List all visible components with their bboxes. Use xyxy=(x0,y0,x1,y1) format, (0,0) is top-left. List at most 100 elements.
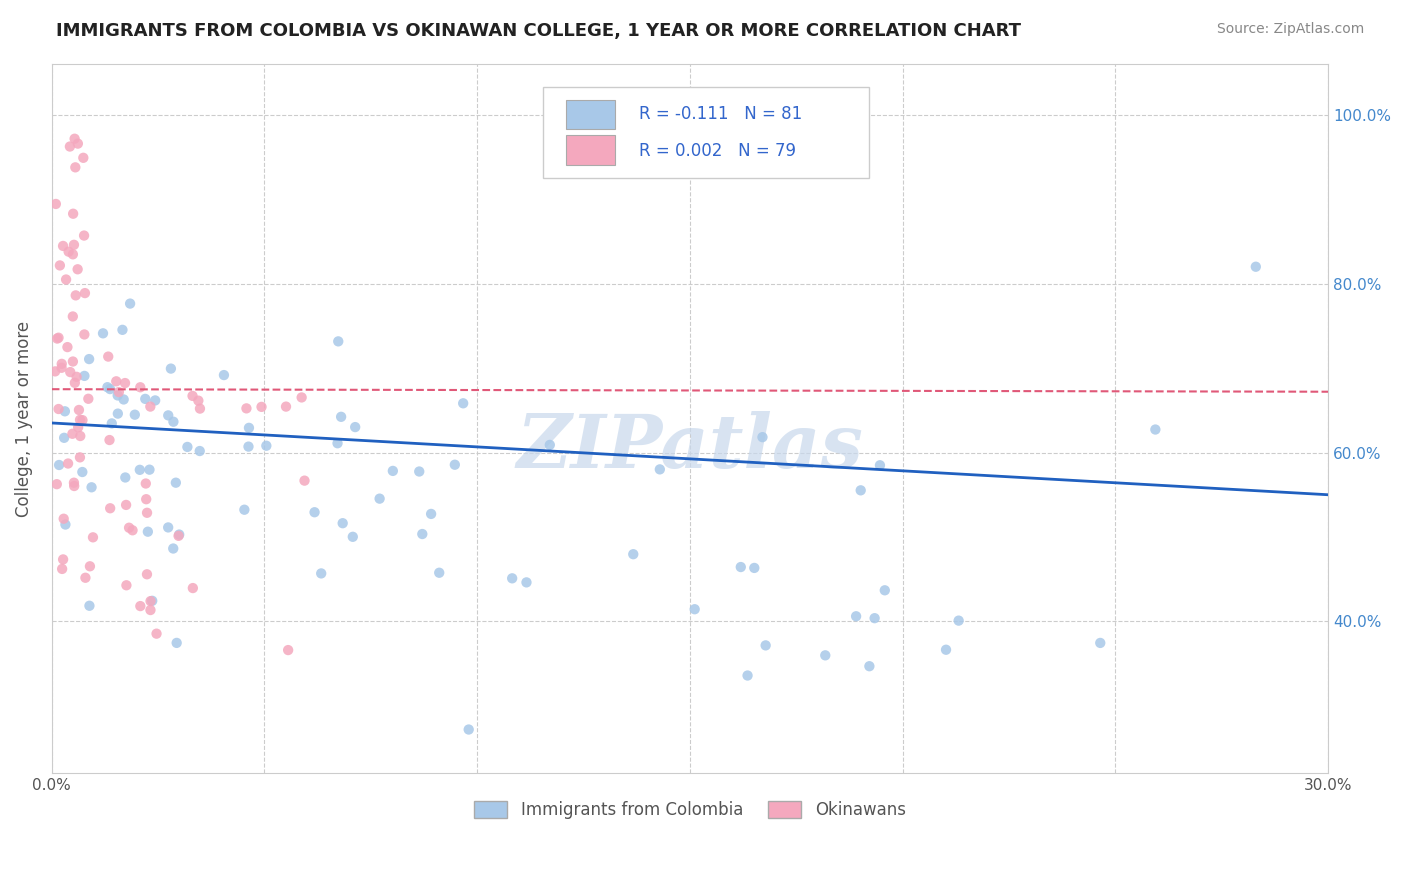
FancyBboxPatch shape xyxy=(567,135,614,165)
Point xyxy=(443,458,465,472)
Point xyxy=(72,151,94,165)
Point xyxy=(55,517,77,532)
Point xyxy=(53,404,76,418)
Point xyxy=(188,444,211,458)
Point xyxy=(135,476,157,491)
Point xyxy=(277,643,299,657)
Point xyxy=(935,642,957,657)
Point xyxy=(326,436,349,450)
Point xyxy=(381,464,404,478)
Point xyxy=(112,392,135,407)
Point xyxy=(67,403,90,417)
Point xyxy=(91,326,114,341)
Point xyxy=(294,474,316,488)
Point xyxy=(69,429,91,443)
Text: ZIPatlas: ZIPatlas xyxy=(516,411,863,483)
Point xyxy=(48,458,70,472)
Point xyxy=(65,369,87,384)
Point xyxy=(330,409,353,424)
Point xyxy=(143,393,166,408)
Point xyxy=(73,286,96,301)
Point xyxy=(136,524,159,539)
Point xyxy=(129,380,152,394)
Point xyxy=(621,547,644,561)
Point xyxy=(849,483,872,498)
Point xyxy=(49,259,72,273)
Point xyxy=(98,501,121,516)
Point xyxy=(238,421,260,435)
Point xyxy=(167,529,190,543)
Point xyxy=(457,723,479,737)
Point xyxy=(59,139,82,153)
Point xyxy=(63,475,86,490)
Point xyxy=(66,262,89,277)
Point xyxy=(62,354,84,368)
Point xyxy=(683,602,706,616)
Point xyxy=(62,247,84,261)
Point xyxy=(411,527,433,541)
Point xyxy=(1090,636,1112,650)
Point xyxy=(139,603,162,617)
Point xyxy=(814,648,837,663)
Point xyxy=(730,560,752,574)
Point xyxy=(858,659,880,673)
Point xyxy=(73,368,96,383)
Point xyxy=(309,566,332,581)
Point xyxy=(73,228,96,243)
Point xyxy=(176,440,198,454)
Point xyxy=(63,479,86,493)
Point xyxy=(45,477,67,491)
Point xyxy=(1144,423,1167,437)
Point xyxy=(427,566,450,580)
Point xyxy=(124,408,146,422)
Point xyxy=(107,388,129,402)
Point xyxy=(408,465,430,479)
Point xyxy=(121,523,143,537)
Text: R = 0.002   N = 79: R = 0.002 N = 79 xyxy=(638,142,796,160)
Point xyxy=(755,639,778,653)
Point xyxy=(845,609,868,624)
Point xyxy=(62,310,84,324)
Point xyxy=(254,439,277,453)
Point xyxy=(166,636,188,650)
Point xyxy=(136,506,159,520)
Point xyxy=(118,521,141,535)
Point xyxy=(250,400,273,414)
Point xyxy=(55,272,77,286)
Point xyxy=(165,475,187,490)
Point xyxy=(69,450,91,465)
Point xyxy=(59,365,82,379)
Point xyxy=(342,530,364,544)
Point xyxy=(105,374,128,388)
Point xyxy=(58,244,80,259)
Point xyxy=(420,507,443,521)
Point xyxy=(304,505,326,519)
Point xyxy=(344,420,367,434)
Point xyxy=(181,581,204,595)
Point xyxy=(162,415,184,429)
Point xyxy=(160,361,183,376)
Point xyxy=(52,552,75,566)
Point xyxy=(77,392,100,406)
Point xyxy=(80,480,103,494)
Point xyxy=(51,357,73,371)
Point xyxy=(45,197,67,211)
FancyBboxPatch shape xyxy=(567,100,614,129)
Point xyxy=(157,409,180,423)
Point xyxy=(73,327,96,342)
Point xyxy=(737,668,759,682)
Point xyxy=(77,352,100,367)
Y-axis label: College, 1 year or more: College, 1 year or more xyxy=(15,321,32,516)
Point xyxy=(52,512,75,526)
Point xyxy=(48,331,70,345)
Point xyxy=(98,382,121,396)
Point xyxy=(67,420,90,434)
Point xyxy=(115,578,138,592)
Point xyxy=(515,575,537,590)
Point xyxy=(114,376,136,390)
Point xyxy=(742,561,765,575)
Point xyxy=(69,413,91,427)
Point xyxy=(79,599,101,613)
Legend: Immigrants from Colombia, Okinawans: Immigrants from Colombia, Okinawans xyxy=(467,794,912,825)
Point xyxy=(72,465,94,479)
